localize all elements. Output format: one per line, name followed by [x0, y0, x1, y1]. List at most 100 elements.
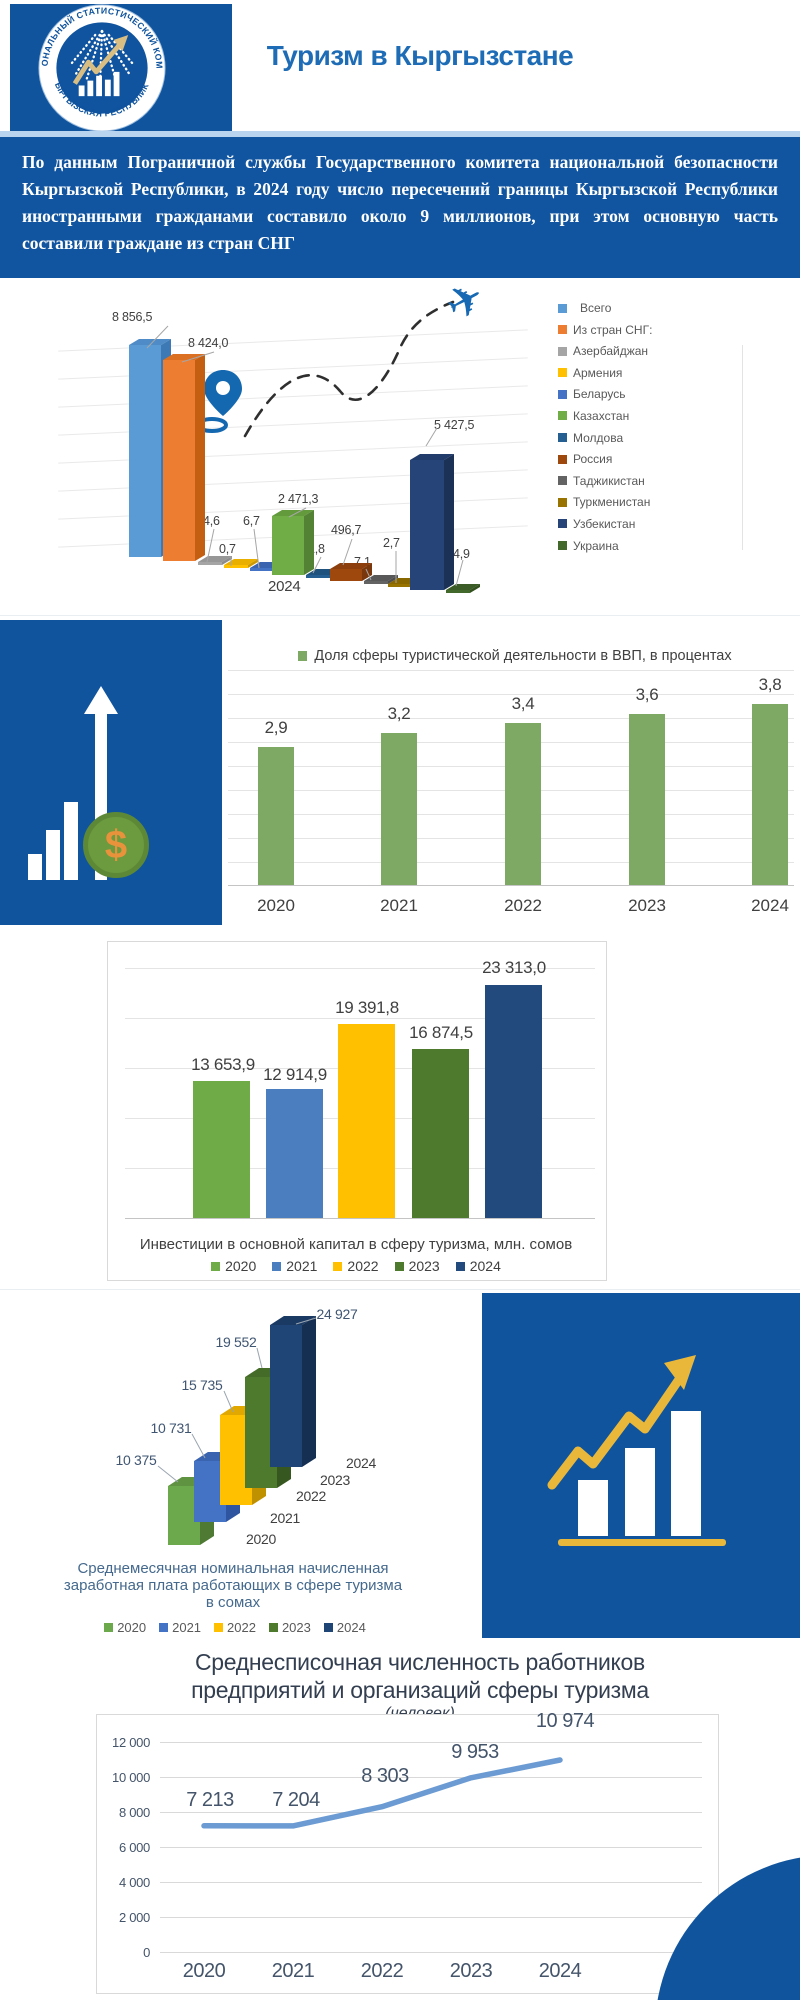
legend-item: Таджикистан — [558, 474, 652, 488]
legend-label: 2022 — [227, 1620, 256, 1635]
legend-item: Армения — [558, 366, 652, 380]
legend-label: 2021 — [286, 1258, 318, 1274]
gridline — [125, 1018, 595, 1019]
legend-item: Молдова — [558, 431, 652, 445]
value-label: 3,8 — [758, 675, 782, 694]
bar-russia — [330, 563, 372, 581]
value-label: 12 914,9 — [263, 1065, 327, 1084]
value-label: 16 874,5 — [409, 1023, 473, 1042]
x-tick: 2022 — [360, 1960, 404, 1982]
legend-swatch — [211, 1261, 221, 1271]
value-label: 23 313,0 — [482, 958, 546, 977]
legend-label: Украина — [573, 538, 619, 553]
y-tick: 10 000 — [112, 1770, 150, 1785]
axis-baseline — [125, 1218, 595, 1219]
leader-lines — [146, 325, 464, 587]
legend-label: 2024 — [336, 1620, 366, 1635]
legend-label: Туркменистан — [573, 495, 651, 510]
inv-bar-2023 — [412, 1049, 469, 1218]
legend-item: Всего — [558, 301, 652, 315]
value-label: 24 927 — [316, 1306, 358, 1322]
legend-label: Из стран СНГ: — [573, 322, 653, 337]
legend-label: Азербайджан — [573, 344, 649, 359]
legend-swatch — [558, 433, 567, 443]
value-label: 19 552 — [215, 1334, 257, 1350]
legend-swatch — [558, 346, 567, 356]
y-tick: 0 — [143, 1945, 150, 1960]
gdp-bar-2021 — [381, 732, 417, 885]
legend-item: 2022 — [214, 1620, 256, 1635]
value-label: 3,4 — [511, 694, 535, 713]
y-tick: 12 000 — [112, 1735, 150, 1750]
legend-swatch — [394, 1261, 404, 1271]
value-label: 8 303 — [361, 1765, 409, 1787]
legend-swatch — [558, 368, 567, 378]
salary-bar-2024 — [270, 1315, 316, 1467]
value-label: 8 424,0 — [188, 336, 229, 350]
legend-divider — [742, 345, 743, 550]
x-tick: 2024 — [346, 1455, 376, 1471]
legend-label: Россия — [573, 452, 613, 467]
dollar-coin-icon: $ — [83, 812, 149, 878]
x-tick: 2022 — [296, 1488, 326, 1504]
legend-swatch — [558, 454, 567, 464]
investments-title: Инвестиции в основной капитал в сферу ту… — [139, 1236, 573, 1253]
gridline — [160, 1882, 702, 1883]
growth-icon-panel — [482, 1293, 800, 1638]
gridline — [160, 1847, 702, 1848]
page-title: Туризм в Кыргызстане — [266, 40, 574, 71]
x-tick: 2021 — [380, 896, 418, 915]
legend-swatch — [455, 1261, 465, 1271]
value-label: 15 735 — [181, 1377, 223, 1393]
legend-label: 2023 — [281, 1620, 311, 1635]
legend-item: 2024 — [455, 1258, 501, 1274]
gridline — [160, 1952, 702, 1953]
legend-label: 2023 — [408, 1258, 440, 1274]
section-divider — [0, 615, 800, 616]
legend-label: Таджикистан — [573, 473, 645, 488]
legend-label: Армения — [573, 365, 623, 380]
legend-item: Туркменистан — [558, 495, 652, 509]
y-tick: 8 000 — [118, 1805, 150, 1820]
gdp-legend: Доля сферы туристической деятельности в … — [230, 648, 800, 664]
gridline — [160, 1812, 702, 1813]
value-label: 5 427,5 — [434, 418, 475, 432]
value-label: 4,6 — [203, 514, 220, 528]
employees-card — [96, 1714, 719, 1994]
gridline — [160, 1742, 702, 1743]
legend-item: 2023 — [394, 1258, 440, 1274]
inv-bar-2022 — [338, 1024, 395, 1218]
axis-baseline — [228, 885, 794, 886]
bar-armenia — [224, 558, 258, 568]
gridline — [228, 670, 794, 671]
legend-label: Узбекистан — [573, 516, 636, 531]
legend-item: Украина — [558, 539, 652, 553]
x-tick: 2024 — [538, 1960, 582, 1982]
x-tick: 2021 — [271, 1960, 315, 1982]
legend-label: Молдова — [573, 430, 624, 445]
inv-bar-2024 — [485, 984, 542, 1218]
x-tick: 2021 — [270, 1510, 300, 1526]
intro-banner: По данным Пограничной службы Государстве… — [0, 137, 800, 278]
value-label: 496,7 — [331, 523, 362, 537]
legend-swatch — [333, 1261, 343, 1271]
value-label: 7 204 — [272, 1789, 320, 1811]
value-label: 0,7 — [219, 542, 236, 556]
value-label: 2 471,3 — [278, 492, 319, 506]
y-tick: 6 000 — [118, 1840, 150, 1855]
gridline — [125, 968, 595, 969]
legend-swatch — [323, 1623, 333, 1632]
value-label: 2,7 — [383, 536, 400, 550]
employees-title: Среднесписочная численность работников п… — [191, 1649, 649, 1703]
legend-item: Казахстан — [558, 409, 652, 423]
legend-item: 2022 — [333, 1258, 379, 1274]
legend-swatch — [272, 1261, 282, 1271]
y-tick: 4 000 — [118, 1875, 150, 1890]
value-label: 2,9 — [264, 718, 288, 737]
flight-path-dashes — [243, 300, 455, 438]
salary-title: Среднемесячная номинальная начисленная з… — [63, 1560, 403, 1611]
arrow-head — [84, 686, 118, 714]
x-tick: 2022 — [504, 896, 542, 915]
legend-item: 2023 — [268, 1620, 311, 1635]
